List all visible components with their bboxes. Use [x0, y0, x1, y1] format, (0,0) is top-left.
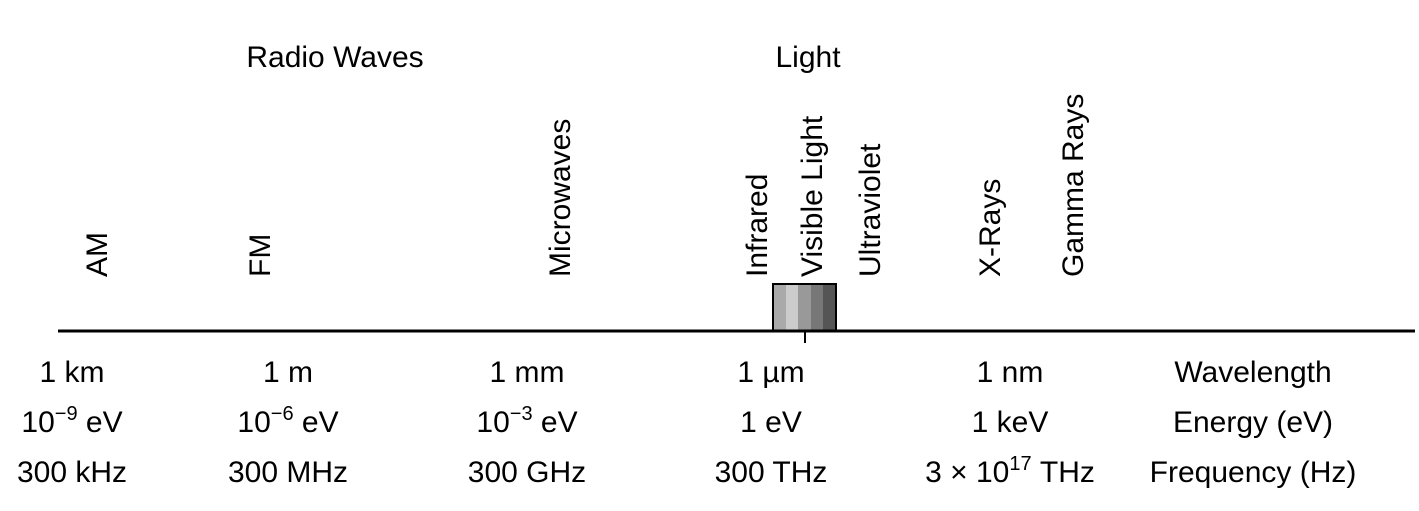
wavelength-value: 1 mm — [490, 356, 565, 389]
frequency-value: 300 THz — [715, 456, 828, 489]
wavelength-value: 1 µm — [737, 356, 804, 389]
text-part: 10 — [237, 406, 270, 439]
row-label: Wavelength — [1174, 356, 1331, 389]
band-label: Infrared — [741, 174, 774, 277]
energy-value: 1 eV — [740, 406, 802, 439]
frequency-value: 300 GHz — [468, 456, 586, 489]
band-label: Ultraviolet — [854, 143, 887, 277]
frequency-value: 300 MHz — [228, 456, 348, 489]
superscript: −3 — [510, 403, 533, 425]
energy-value: 10−9 eV — [21, 403, 122, 439]
text-part: eV — [533, 406, 578, 439]
band-label: Visible Light — [796, 115, 829, 277]
wavelength-value: 1 m — [263, 356, 313, 389]
frequency-value: 3 × 1017 THz — [925, 453, 1095, 489]
row-label: Frequency (Hz) — [1150, 456, 1357, 489]
energy-value: 1 keV — [972, 406, 1049, 439]
text-part: THz — [1032, 456, 1095, 489]
group-label: Light — [775, 41, 841, 74]
visible-box — [772, 283, 837, 332]
text-part: 3 × 10 — [925, 456, 1009, 489]
text-part: 10 — [476, 406, 509, 439]
band-label: Gamma Rays — [1057, 94, 1090, 277]
energy-value: 10−3 eV — [476, 403, 577, 439]
text-part: 10 — [21, 406, 54, 439]
wavelength-value: 1 nm — [977, 356, 1044, 389]
frequency-value: 300 kHz — [17, 456, 127, 489]
band-label: FM — [244, 234, 277, 277]
row-label: Energy (eV) — [1173, 406, 1333, 439]
energy-value: 10−6 eV — [237, 403, 338, 439]
group-label: Radio Waves — [246, 41, 423, 74]
band-label: X-Rays — [974, 179, 1007, 277]
band-label: Microwaves — [544, 119, 577, 277]
wavelength-value: 1 km — [39, 356, 104, 389]
superscript: −9 — [55, 403, 78, 425]
text-part: eV — [78, 406, 123, 439]
superscript: 17 — [1009, 453, 1031, 475]
superscript: −6 — [271, 403, 294, 425]
band-label: AM — [81, 232, 114, 277]
text-part: eV — [294, 406, 339, 439]
